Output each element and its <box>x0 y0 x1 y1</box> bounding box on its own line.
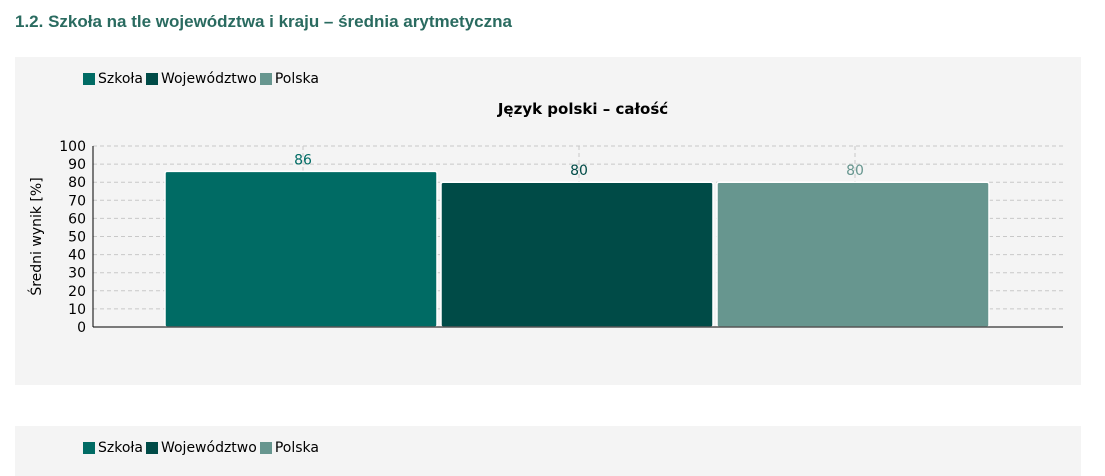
legend-label: Województwo <box>160 440 257 456</box>
y-tick-label: 100 <box>59 139 86 155</box>
bar-szkoła <box>164 170 438 328</box>
y-tick-label: 0 <box>77 320 86 336</box>
legend-item-szkola[interactable]: Szkoła <box>83 71 143 87</box>
bar-chart: Język polski – całość 0 10 20 30 40 50 60 70 80 90… <box>27 100 1063 336</box>
bar-value-label: 86 <box>294 152 312 168</box>
y-tick-label: 60 <box>68 211 86 227</box>
y-tick-label: 30 <box>68 266 86 282</box>
bar-value-label: 80 <box>846 163 864 179</box>
chart-title: Język polski – całość <box>497 100 668 118</box>
chart-legend-2: Szkoła Województwo Polska <box>83 440 322 456</box>
y-axis-label: Średni wynik [%] <box>27 177 45 295</box>
y-tick-label: 20 <box>68 284 86 300</box>
chart-legend: Szkoła Województwo Polska <box>83 71 322 87</box>
legend-item-wojewodztwo[interactable]: Województwo <box>145 71 257 87</box>
chart-panel: Szkoła Województwo Polska Język polski –… <box>15 57 1081 385</box>
bar-polska <box>716 181 990 328</box>
bar-województwo <box>440 181 714 328</box>
legend-item-szkola[interactable]: Szkoła <box>83 440 143 456</box>
legend-label: Województwo <box>160 71 257 87</box>
legend-swatch <box>145 73 158 85</box>
legend-label: Polska <box>274 71 319 87</box>
y-tick-label: 40 <box>68 248 86 264</box>
legend-label: Szkoła <box>98 440 143 456</box>
legend-label: Polska <box>274 440 319 456</box>
legend-swatch <box>259 73 272 85</box>
legend-swatch <box>83 442 95 454</box>
legend-swatch <box>259 442 272 454</box>
legend-label: Szkoła <box>98 71 143 87</box>
bar-value-label: 80 <box>570 163 588 179</box>
y-tick-label: 10 <box>68 302 86 318</box>
legend-swatch <box>83 73 95 85</box>
section-title: 1.2. Szkoła na tle województwa i kraju –… <box>15 12 512 31</box>
y-tick-label: 70 <box>68 193 86 209</box>
legend-swatch <box>145 442 158 454</box>
legend-item-polska[interactable]: Polska <box>259 440 319 456</box>
legend-item-polska[interactable]: Polska <box>259 71 319 87</box>
y-tick-label: 50 <box>68 230 86 246</box>
legend-item-wojewodztwo[interactable]: Województwo <box>145 440 257 456</box>
y-tick-label: 80 <box>68 175 86 191</box>
chart-panel-2: Szkoła Województwo Polska <box>15 426 1081 476</box>
y-tick-label: 90 <box>68 157 86 173</box>
